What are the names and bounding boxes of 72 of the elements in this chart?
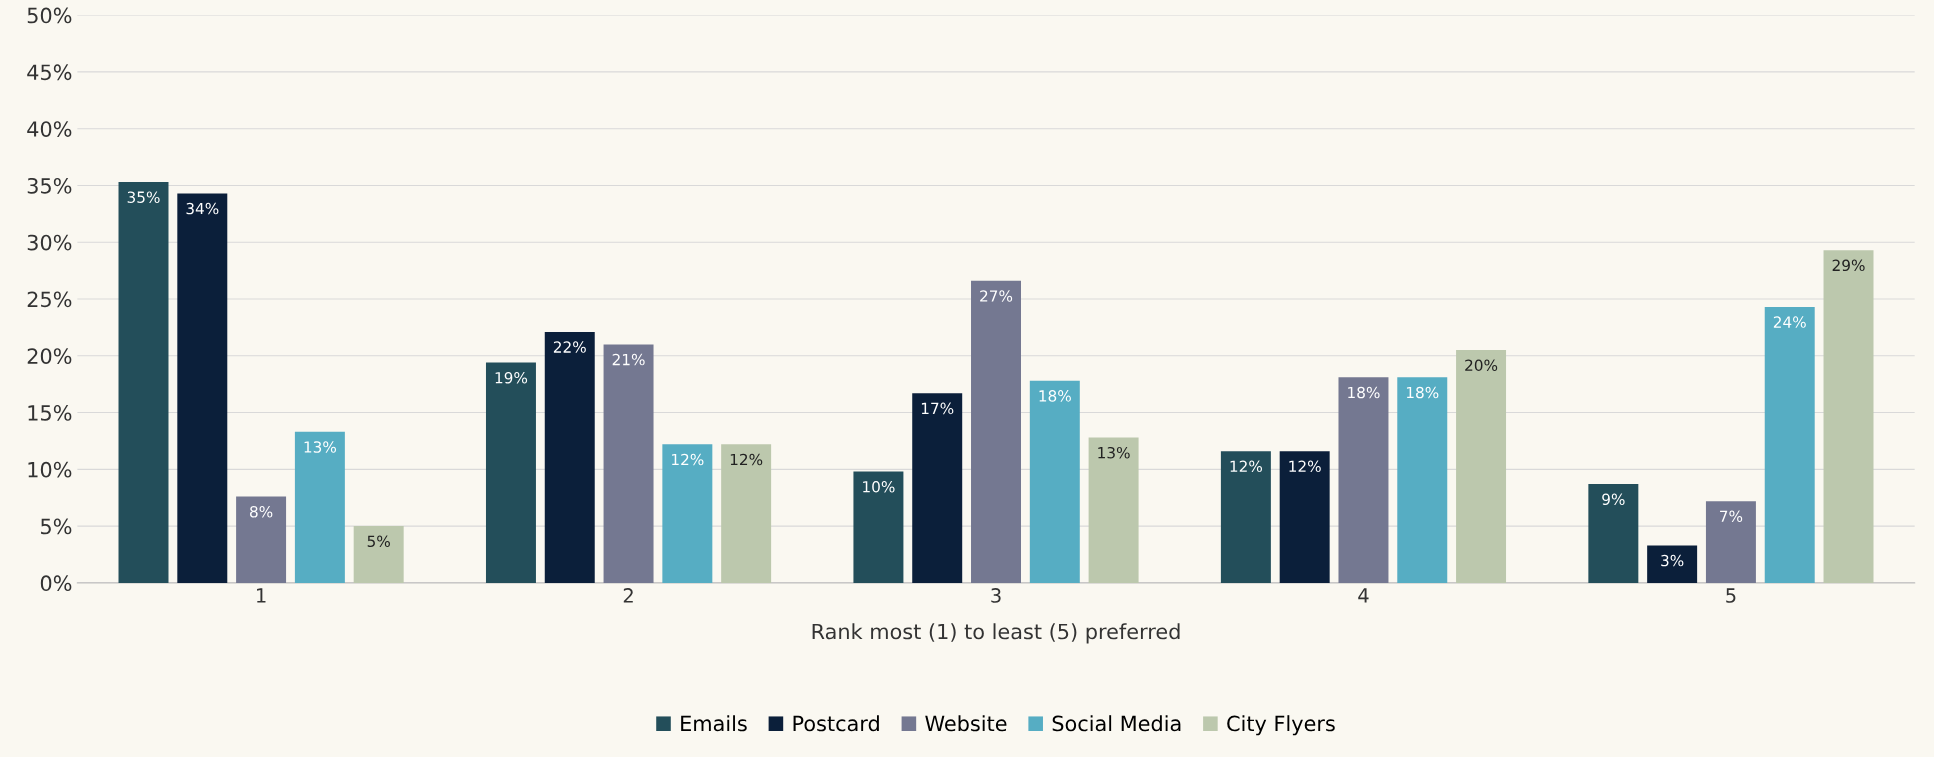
bar	[853, 471, 904, 583]
bar	[1279, 451, 1330, 583]
data-label: 12%	[730, 453, 763, 466]
y-tick-label: 5%	[41, 518, 72, 535]
bar	[721, 444, 772, 583]
bar	[603, 344, 654, 583]
legend-label: City Flyers	[1227, 715, 1335, 736]
data-label: 17%	[921, 402, 954, 415]
data-label: 8%	[250, 505, 273, 518]
y-tick-label: 35%	[27, 177, 72, 194]
data-label: 13%	[304, 441, 337, 453]
x-tick-label: 3	[991, 588, 1001, 603]
data-label: 12%	[672, 453, 704, 466]
x-tick-label: 4	[1358, 588, 1369, 603]
bar	[662, 444, 713, 583]
legend-label: Website	[925, 715, 1007, 732]
data-label: 13%	[1098, 446, 1130, 459]
bar	[1088, 437, 1139, 583]
data-label: 29%	[1832, 259, 1865, 272]
data-label: 18%	[1348, 386, 1380, 399]
data-label: 24%	[1773, 316, 1806, 328]
bar	[1647, 545, 1698, 583]
y-tick-label: 50%	[27, 7, 72, 24]
bar	[1456, 350, 1507, 583]
data-label: 7%	[1720, 510, 1743, 523]
bar	[1338, 377, 1389, 583]
y-tick-label: 40%	[27, 121, 72, 137]
bar	[236, 496, 287, 583]
y-tick-label: 45%	[27, 64, 72, 81]
data-label: 12%	[1289, 460, 1321, 473]
bar	[1397, 377, 1448, 583]
bar	[1705, 501, 1756, 583]
x-tick-label: 2	[623, 588, 633, 603]
data-label: 9%	[1602, 493, 1625, 506]
data-label: 19%	[495, 371, 528, 384]
y-tick-label: 15%	[28, 405, 72, 421]
bar	[118, 182, 169, 583]
bar	[912, 393, 963, 583]
bar	[971, 280, 1021, 583]
data-label: 21%	[612, 353, 645, 366]
y-tick-label: 25%	[27, 291, 72, 308]
bar	[1764, 306, 1815, 583]
x-axis-title: Rank most (1) to least (5) preferred	[812, 623, 1180, 644]
data-label: 18%	[1039, 390, 1071, 402]
y-tick-label: 20%	[27, 348, 72, 364]
legend-label: Social Media	[1052, 715, 1181, 732]
data-label: 35%	[127, 191, 160, 203]
data-label: 10%	[863, 480, 895, 493]
data-label: 18%	[1406, 386, 1439, 399]
bar	[1029, 380, 1080, 583]
bar	[353, 526, 404, 583]
legend-label: Emails	[681, 715, 747, 732]
data-label: 5%	[367, 535, 390, 548]
y-tick-label: 10%	[28, 461, 72, 478]
bar	[544, 331, 595, 583]
bar	[294, 431, 345, 583]
data-label: 3%	[1661, 554, 1684, 567]
y-tick-label: 30%	[27, 234, 72, 251]
x-tick-label: 5	[1726, 588, 1736, 603]
x-tick-label: 1	[257, 588, 266, 603]
data-label: 34%	[186, 202, 219, 215]
data-label: 22%	[553, 341, 586, 353]
y-tick-label: 0%	[40, 575, 72, 592]
data-label: 12%	[1230, 460, 1263, 473]
data-label: 27%	[980, 290, 1013, 302]
bar	[177, 193, 228, 583]
bar	[1823, 250, 1874, 583]
bar	[1220, 451, 1271, 583]
bar	[1588, 484, 1639, 583]
legend-label: Postcard	[793, 715, 879, 732]
data-label: 20%	[1465, 359, 1498, 372]
bar	[485, 362, 536, 583]
